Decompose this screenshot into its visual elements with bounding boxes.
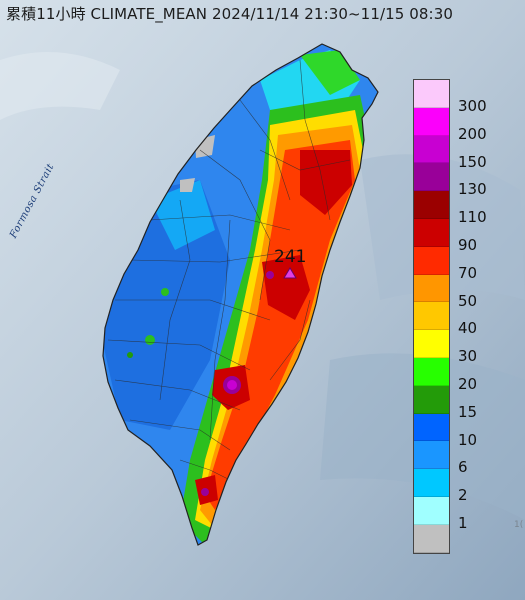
map-title: 累積11小時 CLIMATE_MEAN 2024/11/14 21:30~11/… xyxy=(6,5,453,23)
legend-swatch xyxy=(414,385,449,414)
legend-label: 6 xyxy=(458,458,468,477)
legend-swatch xyxy=(414,496,449,525)
legend-label: 200 xyxy=(458,124,487,143)
legend-label: 40 xyxy=(458,319,478,338)
legend-label: 1 xyxy=(458,514,468,532)
legend-swatch xyxy=(414,357,449,386)
max-rainfall-label: 241 xyxy=(274,247,307,267)
legend-swatch xyxy=(414,274,449,303)
legend-swatch xyxy=(414,163,449,192)
legend-label: 20 xyxy=(458,375,478,393)
legend-swatch xyxy=(414,80,449,108)
legend-label: 90 xyxy=(458,236,478,254)
max-marker-icon xyxy=(283,267,297,279)
edge-text: 1( xyxy=(514,520,524,530)
legend-label: 110 xyxy=(458,208,487,227)
legend-colorbar xyxy=(413,79,450,554)
legend-label: 70 xyxy=(458,263,478,282)
legend-label: 50 xyxy=(458,291,478,310)
legend-swatch xyxy=(414,469,449,497)
legend-label: 30 xyxy=(458,347,478,366)
legend-label: 130 xyxy=(458,180,487,199)
legend-swatch xyxy=(414,441,449,470)
legend-swatch xyxy=(414,135,449,164)
legend-swatch xyxy=(414,524,449,553)
legend-label: 300 xyxy=(458,97,487,115)
legend-swatch xyxy=(414,302,449,331)
legend-swatch xyxy=(414,330,449,358)
legend-swatch xyxy=(414,246,449,275)
legend-label: 15 xyxy=(458,402,478,421)
legend-label: 2 xyxy=(458,486,468,505)
legend-swatch xyxy=(414,191,449,219)
legend-label: 150 xyxy=(458,152,487,171)
legend-swatch xyxy=(414,218,449,247)
legend-swatch xyxy=(414,107,449,136)
legend-swatch xyxy=(414,413,449,442)
legend-label: 10 xyxy=(458,430,478,449)
